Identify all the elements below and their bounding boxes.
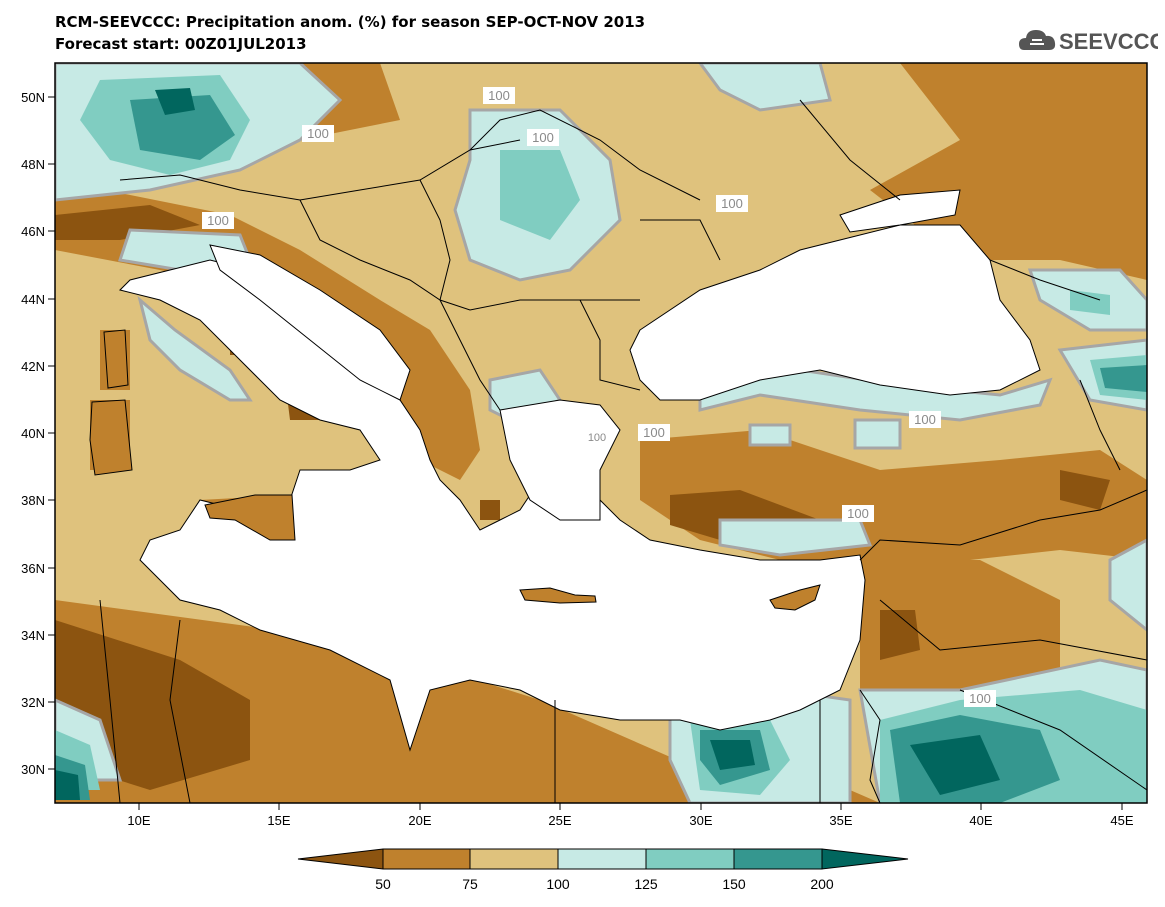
country-borders [99, 99, 1147, 803]
lat-label: 44N [21, 292, 45, 307]
lon-label: 45E [1110, 813, 1133, 828]
azov-sea [839, 189, 961, 233]
cyprus-island [769, 584, 821, 611]
corsica-island [103, 329, 129, 389]
latitude-axis: 50N 48N 46N 44N 42N 40N 38N 36N 34N 32N … [21, 90, 55, 777]
lon-label: 35E [829, 813, 852, 828]
black-sea [629, 224, 1041, 401]
contour-label-100: 100 [914, 412, 936, 427]
seevccc-logo: SEEVCCC [1019, 29, 1158, 54]
contour-label-100: 100 [643, 425, 665, 440]
contour-label-100: 100 [207, 213, 229, 228]
lon-label: 40E [969, 813, 992, 828]
sardinia-island [89, 399, 133, 476]
contour-label-100: 100 [488, 88, 510, 103]
islands [89, 329, 821, 611]
colorbar-segment-125-150 [645, 848, 735, 870]
contour-label-100: 100 [588, 432, 606, 444]
colorbar: 50 75 100 125 150 200 [297, 848, 909, 892]
lat-label: 50N [21, 90, 45, 105]
lon-label: 30E [689, 813, 712, 828]
contour-label-100: 100 [721, 196, 743, 211]
colorbar-segment-gt200 [821, 848, 909, 870]
colorbar-segment-lt50 [297, 848, 384, 870]
colorbar-segment-150-200 [733, 848, 823, 870]
colorbar-label: 75 [462, 876, 478, 892]
sicily-island [204, 494, 296, 541]
lat-label: 36N [21, 561, 45, 576]
map-title: RCM-SEEVCCC: Precipitation anom. (%) for… [55, 13, 646, 31]
lat-label: 42N [21, 359, 45, 374]
lat-label: 40N [21, 426, 45, 441]
contour-label-100: 100 [847, 506, 869, 521]
colorbar-label: 125 [634, 876, 658, 892]
lat-label: 46N [21, 224, 45, 239]
anomaly-above-200-regions [55, 88, 1000, 800]
colorbar-label: 200 [810, 876, 834, 892]
lon-label: 20E [408, 813, 431, 828]
contour-labels: 100 100 100 100 100 100 100 100 100 100 [202, 87, 996, 707]
lat-label: 48N [21, 157, 45, 172]
colorbar-segment-100-125 [557, 848, 647, 870]
lat-label: 34N [21, 628, 45, 643]
lon-label: 15E [267, 813, 290, 828]
lon-label: 10E [127, 813, 150, 828]
contour-label-100: 100 [532, 130, 554, 145]
colorbar-segment-50-75 [382, 848, 471, 870]
adriatic-sea [209, 244, 411, 401]
colorbar-label: 100 [546, 876, 570, 892]
colorbar-label: 50 [375, 876, 391, 892]
lat-label: 30N [21, 762, 45, 777]
colorbar-segment-75-100 [469, 848, 559, 870]
lat-label: 38N [21, 493, 45, 508]
colorbar-label: 150 [722, 876, 746, 892]
forecast-start-label: Forecast start: 00Z01JUL2013 [55, 35, 307, 53]
longitude-axis: 10E 15E 20E 25E 30E 35E 40E 45E [127, 803, 1134, 828]
crete-island [519, 587, 597, 604]
contour-label-100: 100 [969, 691, 991, 706]
sea-areas [119, 189, 1041, 752]
contour-label-100: 100 [307, 126, 329, 141]
cloud-icon [1019, 30, 1056, 50]
lon-label: 25E [548, 813, 571, 828]
lat-label: 32N [21, 695, 45, 710]
logo-text: SEEVCCC [1059, 29, 1158, 54]
